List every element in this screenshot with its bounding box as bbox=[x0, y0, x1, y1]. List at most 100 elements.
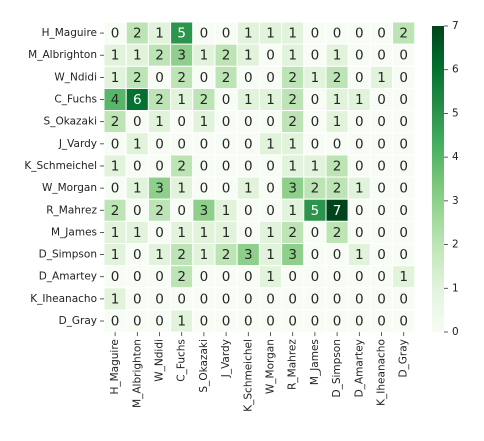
cell-value-label: 2 bbox=[333, 225, 342, 241]
cell-value-label: 0 bbox=[177, 114, 186, 130]
cell-value-label: 4 bbox=[111, 92, 120, 108]
row-label: K_Schmeichel bbox=[24, 160, 97, 172]
cell-value-label: 0 bbox=[399, 181, 408, 197]
cell-value-label: 0 bbox=[377, 203, 386, 219]
cell-value-label: 1 bbox=[377, 70, 386, 86]
cell-value-label: 1 bbox=[133, 48, 142, 64]
cell-value-label: 1 bbox=[288, 26, 297, 42]
cell-value-label: 1 bbox=[111, 225, 120, 241]
cell-value-label: 0 bbox=[222, 291, 231, 307]
cell-value-label: 0 bbox=[311, 247, 320, 263]
cell-value-label: 0 bbox=[200, 158, 209, 174]
cell-value-label: 2 bbox=[133, 26, 142, 42]
cell-value-label: 2 bbox=[177, 158, 186, 174]
cell-value-label: 0 bbox=[288, 269, 297, 285]
cell-value-label: 1 bbox=[355, 181, 364, 197]
cell-value-label: 2 bbox=[288, 70, 297, 86]
cell-value-label: 0 bbox=[355, 291, 364, 307]
row-label: D_Simpson bbox=[39, 249, 97, 261]
cell-value-label: 0 bbox=[377, 314, 386, 330]
cell-value-label: 1 bbox=[288, 48, 297, 64]
cell-value-label: 1 bbox=[177, 181, 186, 197]
cell-value-label: 0 bbox=[288, 314, 297, 330]
cell-value-label: 1 bbox=[333, 48, 342, 64]
cell-value-label: 0 bbox=[377, 92, 386, 108]
cell-value-label: 0 bbox=[133, 247, 142, 263]
cell-value-label: 0 bbox=[399, 48, 408, 64]
row-label: W_Morgan bbox=[42, 182, 97, 194]
cell-value-label: 0 bbox=[244, 225, 253, 241]
cell-value-label: 0 bbox=[244, 70, 253, 86]
cell-value-label: 0 bbox=[377, 158, 386, 174]
cell-value-label: 1 bbox=[244, 181, 253, 197]
cell-value-label: 1 bbox=[333, 114, 342, 130]
cell-value-label: 1 bbox=[177, 314, 186, 330]
cell-value-label: 1 bbox=[111, 291, 120, 307]
colorbar bbox=[432, 26, 444, 332]
cell-value-label: 0 bbox=[133, 269, 142, 285]
cell-value-label: 1 bbox=[155, 26, 164, 42]
cell-value-label: 0 bbox=[222, 269, 231, 285]
cell-value-label: 0 bbox=[222, 92, 231, 108]
cell-value-label: 0 bbox=[355, 114, 364, 130]
column-label: K_Iheanacho bbox=[376, 339, 388, 406]
cell-value-label: 1 bbox=[155, 247, 164, 263]
cell-value-label: 1 bbox=[133, 136, 142, 152]
column-label: W_Morgan bbox=[265, 339, 277, 394]
cell-value-label: 0 bbox=[311, 136, 320, 152]
cell-value-label: 0 bbox=[355, 203, 364, 219]
cell-value-label: 0 bbox=[244, 314, 253, 330]
colorbar-tick-label: 6 bbox=[452, 64, 459, 76]
cell-value-label: 0 bbox=[222, 136, 231, 152]
cell-value-label: 0 bbox=[355, 269, 364, 285]
cell-value-label: 0 bbox=[377, 136, 386, 152]
cell-value-label: 2 bbox=[333, 158, 342, 174]
cell-value-label: 1 bbox=[266, 225, 275, 241]
cell-value-label: 2 bbox=[311, 181, 320, 197]
cell-value-label: 2 bbox=[222, 247, 231, 263]
column-label: C_Fuchs bbox=[176, 339, 188, 382]
cell-value-label: 1 bbox=[111, 247, 120, 263]
cell-value-label: 0 bbox=[355, 26, 364, 42]
cell-value-label: 1 bbox=[333, 92, 342, 108]
cell-value-label: 1 bbox=[177, 92, 186, 108]
cell-value-label: 0 bbox=[200, 181, 209, 197]
column-label: M_Albrighton bbox=[131, 339, 143, 408]
column-label: R_Mahrez bbox=[287, 339, 299, 390]
cell-value-label: 0 bbox=[266, 114, 275, 130]
cell-value-label: 0 bbox=[200, 26, 209, 42]
cell-value-label: 0 bbox=[311, 48, 320, 64]
colorbar-tick-label: 2 bbox=[452, 239, 459, 251]
cell-value-label: 0 bbox=[333, 247, 342, 263]
cell-value-label: 3 bbox=[177, 48, 186, 64]
row-label: W_Ndidi bbox=[54, 71, 97, 83]
cell-value-label: 0 bbox=[266, 158, 275, 174]
cell-value-label: 1 bbox=[111, 70, 120, 86]
column-label: K_Schmeichel bbox=[242, 339, 254, 412]
cell-value-label: 0 bbox=[355, 48, 364, 64]
cell-value-label: 1 bbox=[355, 247, 364, 263]
cell-value-label: 0 bbox=[377, 181, 386, 197]
cell-value-label: 0 bbox=[155, 314, 164, 330]
cell-value-label: 0 bbox=[311, 269, 320, 285]
cell-value-label: 2 bbox=[200, 92, 209, 108]
cell-value-label: 0 bbox=[177, 136, 186, 152]
cell-value-label: 0 bbox=[222, 158, 231, 174]
row-label: M_James bbox=[51, 226, 97, 238]
cell-value-label: 2 bbox=[177, 247, 186, 263]
cell-value-label: 2 bbox=[155, 92, 164, 108]
colorbar-tick-label: 0 bbox=[452, 326, 459, 338]
cell-value-label: 3 bbox=[244, 247, 253, 263]
cell-value-label: 1 bbox=[244, 26, 253, 42]
cell-value-label: 0 bbox=[377, 48, 386, 64]
cell-value-label: 0 bbox=[399, 114, 408, 130]
cell-value-label: 0 bbox=[333, 26, 342, 42]
cell-value-label: 0 bbox=[200, 291, 209, 307]
cell-value-label: 0 bbox=[399, 136, 408, 152]
cell-value-label: 0 bbox=[399, 70, 408, 86]
cell-value-label: 1 bbox=[222, 225, 231, 241]
colorbar-tick-label: 4 bbox=[452, 151, 459, 163]
cell-value-label: 1 bbox=[355, 92, 364, 108]
cell-value-label: 0 bbox=[399, 158, 408, 174]
row-label: H_Maguire bbox=[42, 27, 97, 39]
